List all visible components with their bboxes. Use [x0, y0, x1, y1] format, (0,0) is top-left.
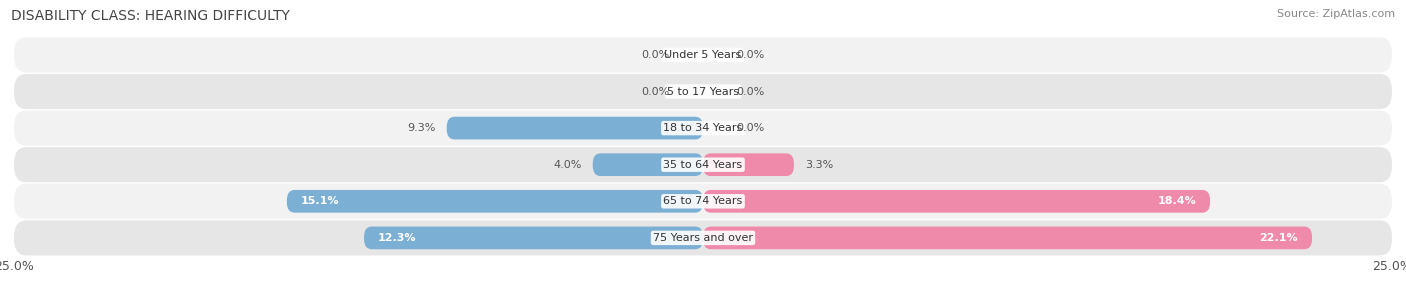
FancyBboxPatch shape: [593, 153, 703, 176]
Text: 0.0%: 0.0%: [737, 50, 765, 60]
Text: 0.0%: 0.0%: [641, 50, 669, 60]
Text: 4.0%: 4.0%: [554, 160, 582, 170]
FancyBboxPatch shape: [364, 227, 703, 249]
Text: 0.0%: 0.0%: [737, 123, 765, 133]
Text: 18 to 34 Years: 18 to 34 Years: [664, 123, 742, 133]
FancyBboxPatch shape: [14, 37, 1392, 73]
Text: 12.3%: 12.3%: [378, 233, 416, 243]
FancyBboxPatch shape: [287, 190, 703, 213]
Text: 0.0%: 0.0%: [641, 87, 669, 96]
FancyBboxPatch shape: [14, 184, 1392, 219]
Text: DISABILITY CLASS: HEARING DIFFICULTY: DISABILITY CLASS: HEARING DIFFICULTY: [11, 9, 290, 23]
FancyBboxPatch shape: [703, 190, 1211, 213]
FancyBboxPatch shape: [447, 117, 703, 139]
Text: 3.3%: 3.3%: [806, 160, 834, 170]
Text: 5 to 17 Years: 5 to 17 Years: [666, 87, 740, 96]
Text: Source: ZipAtlas.com: Source: ZipAtlas.com: [1277, 9, 1395, 19]
Text: 22.1%: 22.1%: [1260, 233, 1298, 243]
Text: 9.3%: 9.3%: [408, 123, 436, 133]
FancyBboxPatch shape: [14, 147, 1392, 182]
FancyBboxPatch shape: [14, 220, 1392, 256]
Text: 18.4%: 18.4%: [1157, 196, 1197, 206]
FancyBboxPatch shape: [14, 74, 1392, 109]
Text: 15.1%: 15.1%: [301, 196, 339, 206]
FancyBboxPatch shape: [703, 227, 1312, 249]
FancyBboxPatch shape: [14, 110, 1392, 146]
FancyBboxPatch shape: [703, 153, 794, 176]
Text: Under 5 Years: Under 5 Years: [665, 50, 741, 60]
Text: 65 to 74 Years: 65 to 74 Years: [664, 196, 742, 206]
Text: 75 Years and over: 75 Years and over: [652, 233, 754, 243]
Text: 35 to 64 Years: 35 to 64 Years: [664, 160, 742, 170]
Text: 0.0%: 0.0%: [737, 87, 765, 96]
